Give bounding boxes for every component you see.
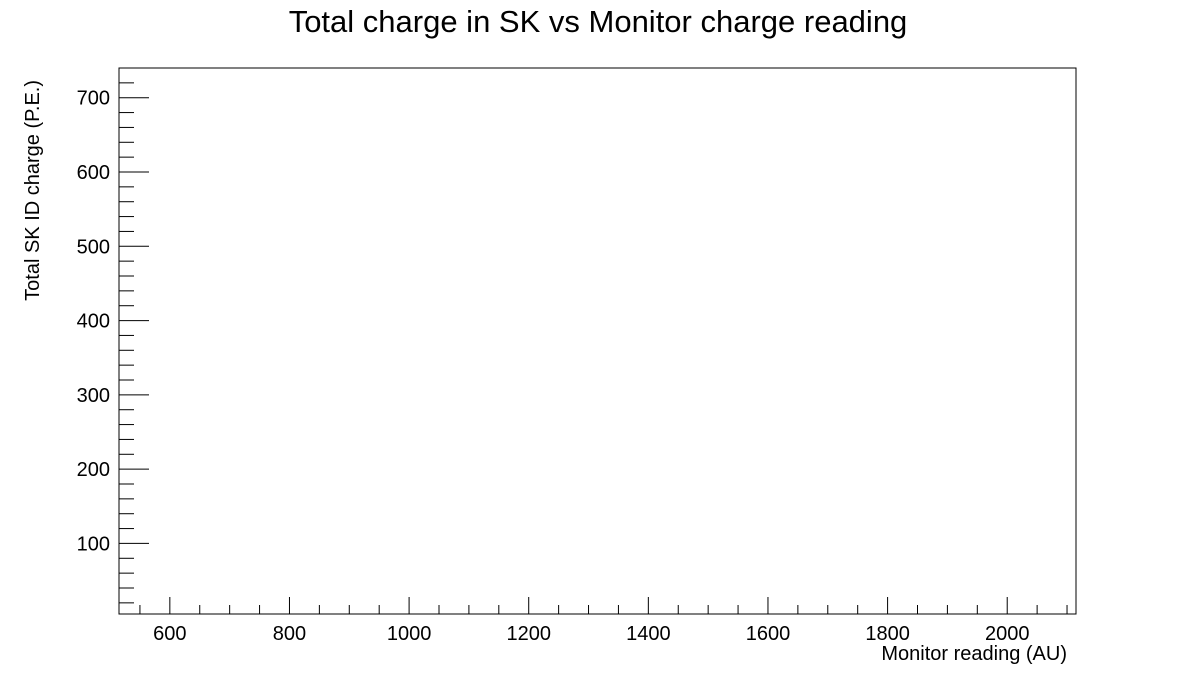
x-tick-label: 1400 xyxy=(626,623,671,645)
x-axis: 600 800 1000 1200 1400 1600 1800 2000 xyxy=(139,597,1068,645)
y-tick-label: 300 xyxy=(77,385,110,407)
y-tick-label: 200 xyxy=(77,459,110,481)
y-tick-label: 500 xyxy=(77,236,110,258)
y-axis: 100 200 300 400 500 600 700 xyxy=(77,67,149,604)
x-tick-label: 2000 xyxy=(985,623,1030,645)
x-tick-label: 1800 xyxy=(865,623,910,645)
y-tick-label: 100 xyxy=(77,533,110,555)
x-tick-label: 1600 xyxy=(746,623,791,645)
y-tick-label: 400 xyxy=(77,311,110,333)
x-tick-label: 1000 xyxy=(387,623,432,645)
y-axis-label: Total SK ID charge (P.E.) xyxy=(22,80,44,301)
y-tick-label: 600 xyxy=(77,162,110,184)
x-tick-label: 1200 xyxy=(506,623,551,645)
plot-frame xyxy=(118,67,1077,615)
x-tick-label: 800 xyxy=(273,623,306,645)
y-tick-label: 700 xyxy=(77,88,110,110)
x-tick-label: 600 xyxy=(153,623,186,645)
chart-title: Total charge in SK vs Monitor charge rea… xyxy=(289,4,908,39)
x-axis-label: Monitor reading (AU) xyxy=(881,643,1067,665)
